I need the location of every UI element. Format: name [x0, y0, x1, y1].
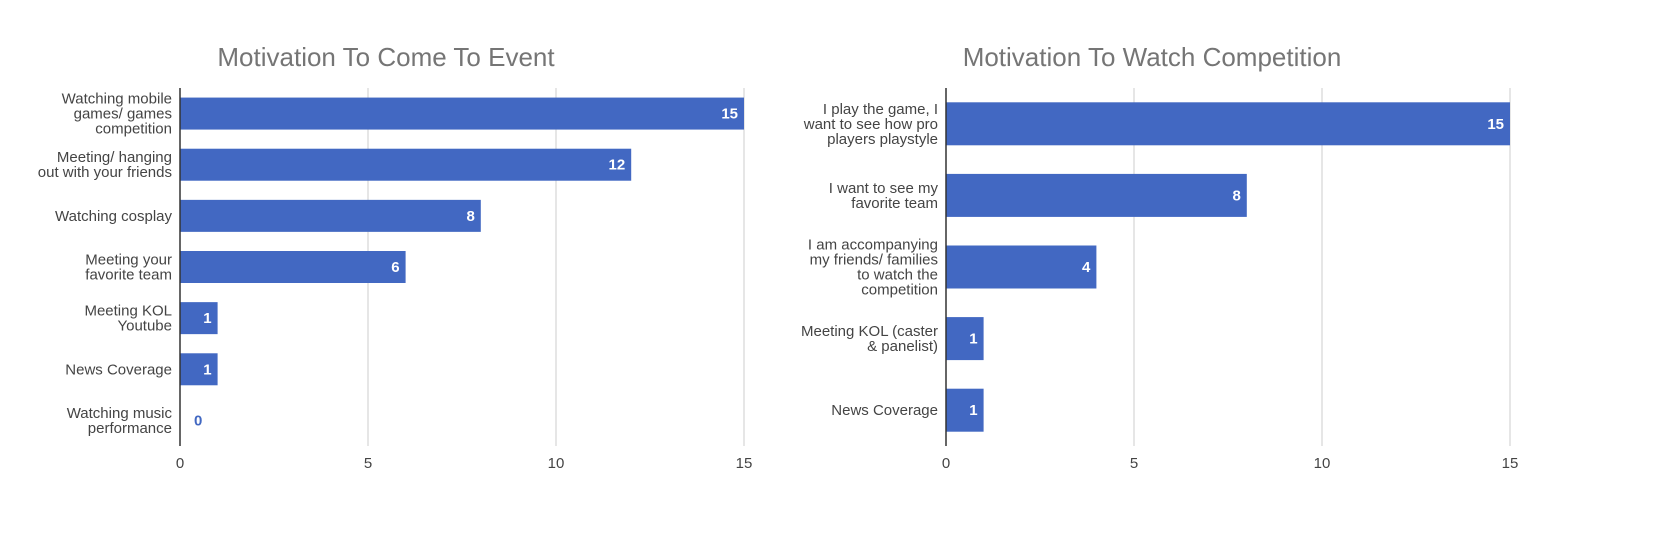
- category-label-line-0-3-0: Meeting your: [85, 252, 172, 269]
- bar-0-3: [180, 251, 406, 283]
- data-label-1-0: 15: [1487, 116, 1504, 133]
- category-label-line-1-3-0: Meeting KOL (caster: [801, 323, 938, 340]
- category-label-line-0-0-1: games/ games: [74, 106, 172, 123]
- data-label-0-2: 8: [466, 208, 474, 225]
- data-label-1-4: 1: [969, 402, 977, 419]
- category-label-1-4: News Coverage: [831, 402, 938, 419]
- category-label-0-2: Watching cosplay: [55, 208, 172, 225]
- data-label-0-1: 12: [609, 157, 626, 174]
- category-label-line-1-0-1: want to see how pro: [803, 116, 938, 133]
- bar-1-4: [946, 388, 984, 432]
- bar-0-5: [180, 353, 218, 386]
- data-label-0-5: 1: [203, 361, 211, 378]
- category-label-0-4: Meeting KOL Youtube: [84, 303, 172, 335]
- category-label-line-0-3-1: favorite team: [85, 267, 172, 284]
- category-label-0-5: News Coverage: [65, 361, 172, 378]
- x-tick-label-0-3: 15: [736, 455, 753, 472]
- category-label-line-1-2-1: my friends/ families: [810, 252, 938, 269]
- chart-0-title: Motivation To Come To Event: [217, 42, 555, 72]
- x-tick-label-1-3: 15: [1502, 455, 1519, 472]
- category-label-0-0: Watching mobile games/ games competition: [62, 91, 172, 138]
- chart-motivation-competition: Motivation To Watch Competition 0 5 10 15 15 I…: [790, 0, 1654, 544]
- category-label-line-1-2-3: competition: [861, 282, 938, 299]
- category-label-line-0-4-1: Youtube: [117, 318, 172, 335]
- x-tick-label-1-2: 10: [1314, 455, 1331, 472]
- category-label-line-1-4-0: News Coverage: [831, 402, 938, 419]
- category-label-0-1: Meeting/ hanging out with your friends: [38, 149, 172, 181]
- bar-1-1: [946, 173, 1247, 217]
- bar-0-2: [180, 199, 481, 232]
- category-label-1-2: I am accompanying my friends/ families to …: [808, 237, 938, 299]
- bar-0-4: [180, 302, 218, 335]
- chart-motivation-event: Motivation To Come To Event 0 5 10 15 15 Watch…: [0, 0, 790, 544]
- category-label-line-1-0-0: I play the game, I: [823, 101, 938, 118]
- chart-1-svg: Motivation To Watch Competition 0 5 10 15 15 I…: [801, 42, 1519, 472]
- category-label-line-0-6-0: Watching music: [67, 405, 173, 422]
- category-label-0-3: Meeting your favorite team: [85, 252, 172, 284]
- category-label-line-1-2-0: I am accompanying: [808, 237, 938, 254]
- category-label-line-1-1-1: favorite team: [851, 195, 938, 212]
- x-tick-label-0-0: 0: [176, 455, 184, 472]
- data-label-0-4: 1: [203, 310, 211, 327]
- category-label-line-1-3-1: & panelist): [867, 338, 938, 355]
- data-label-1-3: 1: [969, 331, 977, 348]
- category-label-line-1-2-2: to watch the: [857, 267, 938, 284]
- data-label-0-3: 6: [391, 259, 399, 276]
- category-label-line-0-0-0: Watching mobile: [62, 91, 172, 108]
- x-tick-label-0-2: 10: [548, 455, 565, 472]
- category-label-line-0-6-1: performance: [88, 420, 172, 437]
- bar-1-0: [946, 102, 1510, 146]
- category-label-line-1-0-2: players playstyle: [827, 131, 938, 148]
- bar-0-1: [180, 148, 632, 181]
- category-label-line-0-1-1: out with your friends: [38, 164, 172, 181]
- category-label-0-6: Watching music performance: [67, 405, 173, 437]
- category-label-line-0-4-0: Meeting KOL: [84, 303, 172, 320]
- data-label-1-1: 8: [1232, 187, 1240, 204]
- x-tick-label-0-1: 5: [364, 455, 372, 472]
- data-label-1-2: 4: [1082, 259, 1091, 276]
- x-tick-label-1-0: 0: [942, 455, 950, 472]
- category-label-line-0-1-0: Meeting/ hanging: [57, 149, 172, 166]
- category-label-line-0-5-0: News Coverage: [65, 361, 172, 378]
- category-label-line-1-1-0: I want to see my: [829, 180, 939, 197]
- category-label-1-1: I want to see my favorite team: [829, 180, 939, 212]
- data-label-0-6: 0: [194, 412, 202, 429]
- chart-1-title: Motivation To Watch Competition: [963, 42, 1342, 72]
- x-tick-label-1-1: 5: [1130, 455, 1138, 472]
- category-label-line-0-0-2: competition: [95, 121, 172, 138]
- category-label-line-0-2-0: Watching cosplay: [55, 208, 172, 225]
- bar-1-2: [946, 245, 1097, 289]
- category-label-1-3: Meeting KOL (caster & panelist): [801, 323, 938, 355]
- bar-0-0: [180, 97, 744, 130]
- data-label-0-0: 15: [721, 106, 738, 123]
- bar-1-3: [946, 317, 984, 361]
